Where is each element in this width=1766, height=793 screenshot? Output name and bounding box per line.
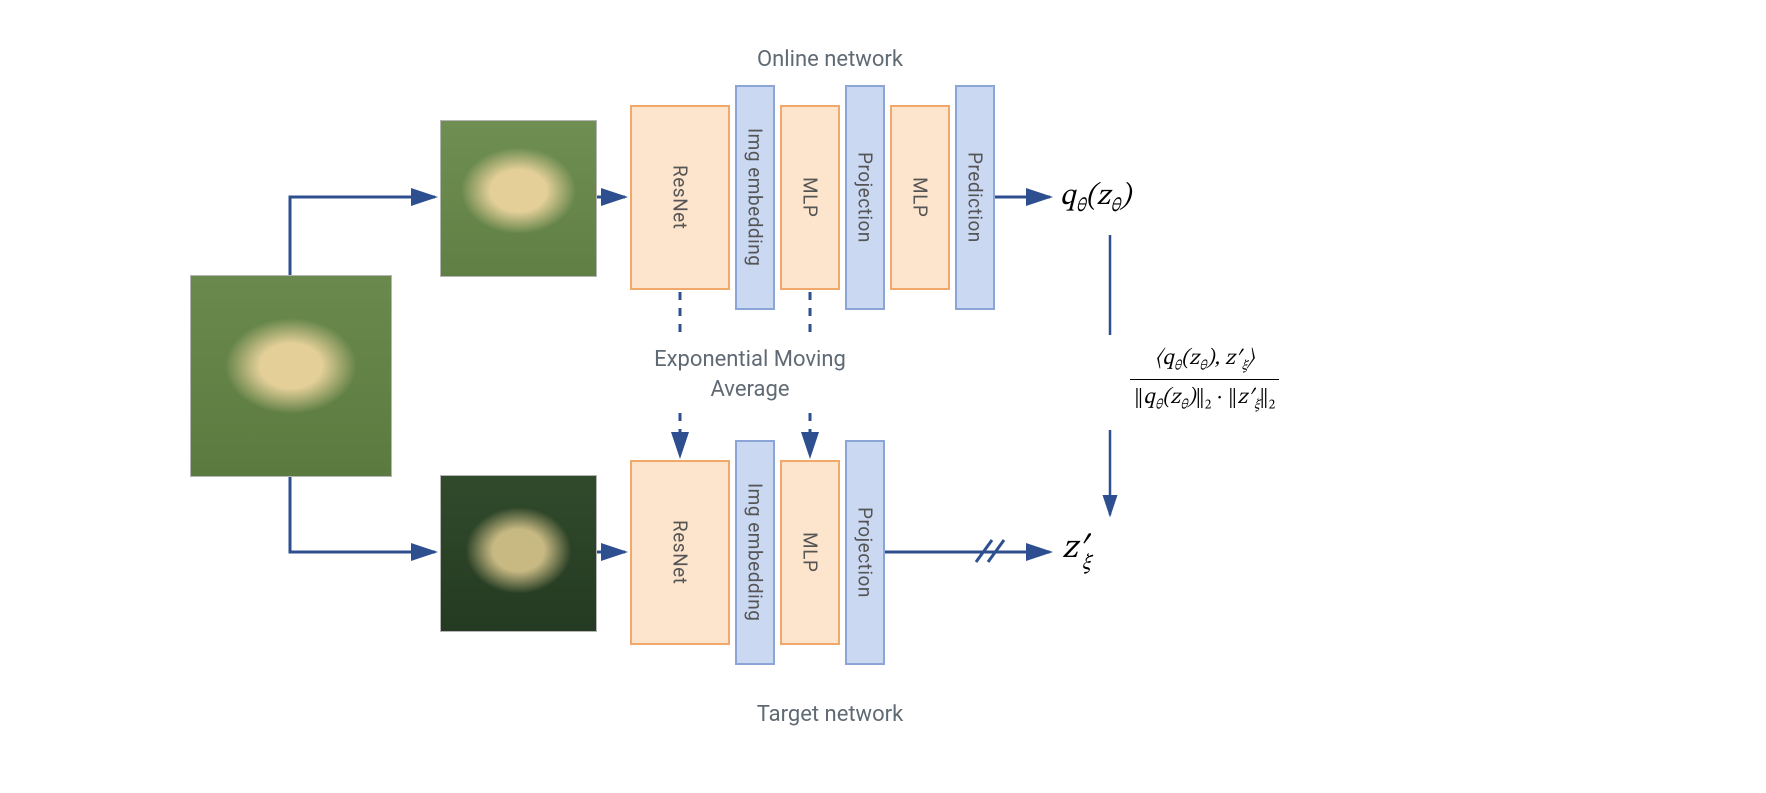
math-z-output: z′ξ — [1062, 528, 1096, 574]
label-online-network: Online network — [700, 45, 960, 75]
math-q-output: qθ(zθ) — [1060, 178, 1131, 219]
target-resnet-label: ResNet — [669, 520, 692, 584]
online-projection-block: Projection — [845, 85, 885, 310]
label-ema: Exponential Moving Average — [620, 345, 880, 404]
online-mlp2-block: MLP — [890, 105, 950, 290]
online-prediction-block: Prediction — [955, 85, 995, 310]
diagram-canvas: Online network Target network Exponentia… — [0, 0, 1766, 793]
online-resnet-block: ResNet — [630, 105, 730, 290]
online-prediction-label: Prediction — [964, 152, 987, 243]
stopgrad-slash-2 — [988, 540, 1004, 562]
augmented-view-1 — [440, 120, 597, 277]
target-imgemb-block: Img embedding — [735, 440, 775, 665]
online-imgemb-label: Img embedding — [744, 128, 767, 266]
target-projection-block: Projection — [845, 440, 885, 665]
augmented-view-2 — [440, 475, 597, 632]
label-ema-line1: Exponential Moving — [654, 347, 846, 372]
arrow-main-to-crop2 — [290, 475, 435, 552]
math-loss-fraction: ⟨qθ(zθ), z′ξ⟩ ‖qθ(zθ)‖2 · ‖z′ξ‖2 — [1130, 345, 1279, 415]
math-loss-numerator: ⟨qθ(zθ), z′ξ⟩ — [1130, 345, 1279, 379]
online-projection-label: Projection — [854, 152, 877, 243]
label-ema-line2: Average — [710, 377, 789, 402]
online-mlp2-label: MLP — [909, 177, 932, 217]
label-target-text: Target network — [757, 702, 904, 727]
input-image — [190, 275, 392, 477]
online-resnet-label: ResNet — [669, 165, 692, 229]
online-mlp1-block: MLP — [780, 105, 840, 290]
target-imgemb-label: Img embedding — [744, 483, 767, 621]
online-mlp1-label: MLP — [799, 177, 822, 217]
target-mlp-label: MLP — [799, 532, 822, 572]
stopgrad-slash-1 — [976, 540, 992, 562]
math-loss-denominator: ‖qθ(zθ)‖2 · ‖z′ξ‖2 — [1130, 380, 1279, 414]
target-mlp-block: MLP — [780, 460, 840, 645]
online-imgemb-block: Img embedding — [735, 85, 775, 310]
label-target-network: Target network — [700, 700, 960, 730]
label-online-text: Online network — [757, 47, 903, 72]
target-resnet-block: ResNet — [630, 460, 730, 645]
target-projection-label: Projection — [854, 507, 877, 598]
arrow-main-to-crop1 — [290, 197, 435, 275]
